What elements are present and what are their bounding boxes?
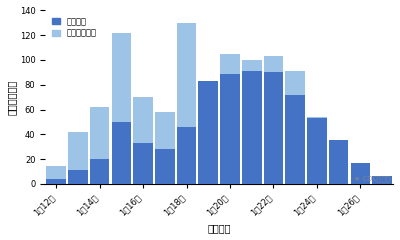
Bar: [242, 60, 262, 184]
Legend: 确诊病例, 无症状感染者: 确诊病例, 无症状感染者: [49, 15, 99, 40]
Bar: [286, 95, 305, 184]
Bar: [329, 140, 348, 184]
Bar: [90, 107, 109, 184]
Bar: [90, 159, 109, 184]
Y-axis label: 病例数（例）: 病例数（例）: [7, 79, 17, 115]
Bar: [112, 33, 131, 184]
Bar: [155, 149, 174, 184]
Bar: [307, 117, 327, 184]
Bar: [220, 74, 240, 184]
Bar: [351, 163, 370, 184]
Bar: [264, 56, 283, 184]
Bar: [177, 23, 196, 184]
Bar: [264, 72, 283, 184]
Bar: [372, 176, 392, 184]
Bar: [46, 179, 66, 184]
Bar: [372, 180, 392, 184]
Bar: [242, 71, 262, 184]
Bar: [286, 71, 305, 184]
X-axis label: 报告日期: 报告日期: [207, 223, 231, 233]
Bar: [68, 132, 88, 184]
Bar: [177, 127, 196, 184]
Bar: [329, 156, 348, 184]
Bar: [155, 112, 174, 184]
Bar: [198, 102, 218, 184]
Bar: [198, 81, 218, 184]
Bar: [68, 170, 88, 184]
Text: ★ CDC疾控人: ★ CDC疾控人: [354, 175, 390, 182]
Bar: [220, 54, 240, 184]
Bar: [351, 171, 370, 184]
Bar: [133, 97, 153, 184]
Bar: [46, 167, 66, 184]
Bar: [133, 143, 153, 184]
Bar: [112, 122, 131, 184]
Bar: [307, 118, 327, 184]
